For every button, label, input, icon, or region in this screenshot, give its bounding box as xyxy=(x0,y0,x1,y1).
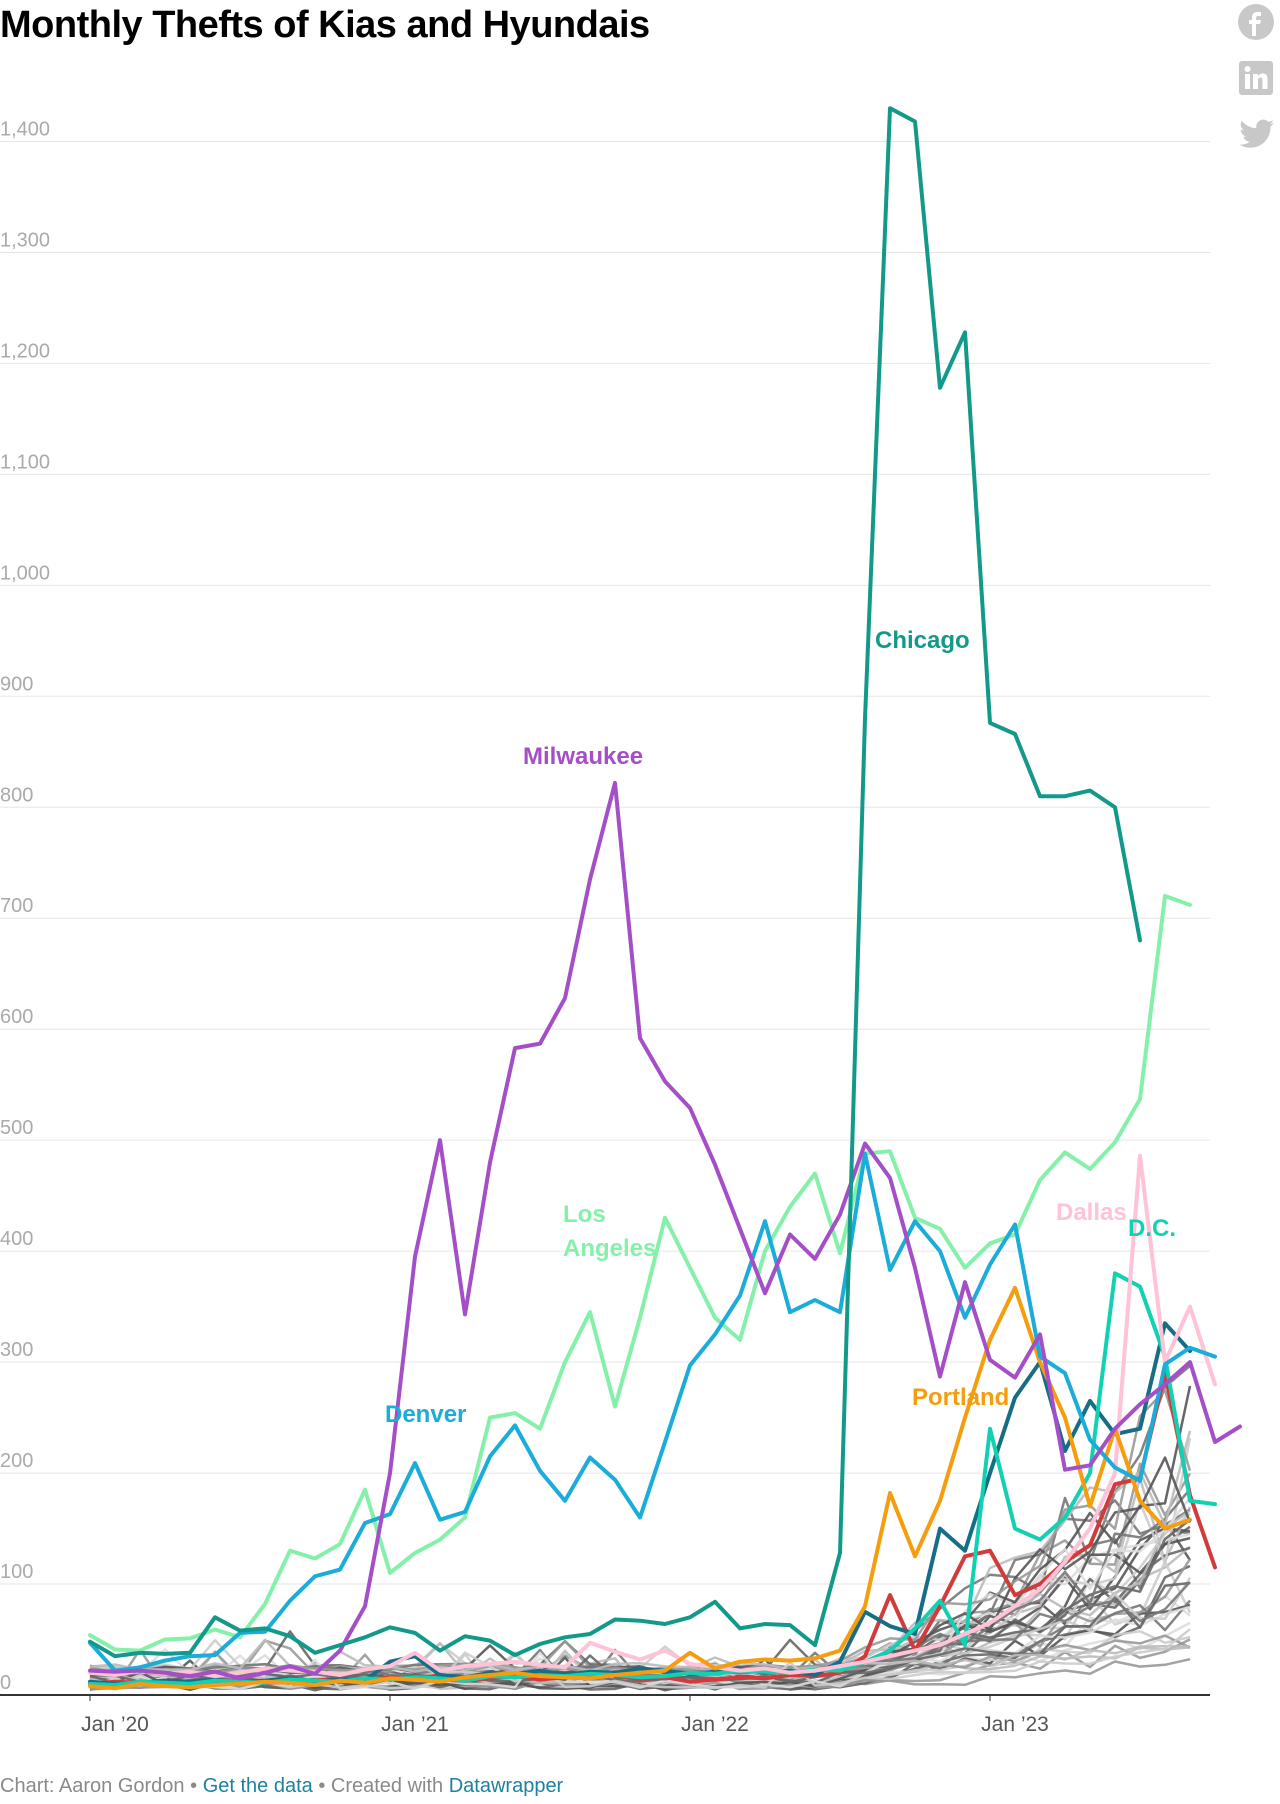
series-label: Portland xyxy=(912,1384,1009,1411)
facebook-icon xyxy=(1238,4,1274,40)
series-line-denver xyxy=(88,1151,1217,1673)
linkedin-share-button[interactable] xyxy=(1236,58,1276,98)
series-label: Los xyxy=(563,1201,606,1228)
y-tick-label: 1,100 xyxy=(0,451,50,473)
series-line-portland xyxy=(88,1285,1192,1691)
created-with-text: • Created with xyxy=(312,1775,449,1797)
grey-city-line xyxy=(89,1462,1192,1678)
credit-text: Chart: Aaron Gordon xyxy=(0,1775,185,1797)
x-tick-label: Jan ’23 xyxy=(981,1713,1049,1736)
twitter-share-button[interactable] xyxy=(1236,114,1276,154)
series-label: Dallas xyxy=(1056,1199,1127,1226)
chart-footer: Chart: Aaron Gordon • Get the data • Cre… xyxy=(0,1775,563,1798)
y-tick-label: 0 xyxy=(0,1672,11,1694)
gridlines xyxy=(0,140,1210,1696)
series-label: Denver xyxy=(385,1401,466,1428)
y-tick-label: 1,400 xyxy=(0,118,50,140)
grey-city-line xyxy=(89,1638,1191,1674)
chart-title: Monthly Thefts of Kias and Hyundais xyxy=(0,4,650,46)
series-line-milwaukee xyxy=(88,780,1242,1681)
grey-city-line xyxy=(89,1430,1192,1676)
twitter-icon xyxy=(1239,119,1274,148)
series-label: Milwaukee xyxy=(523,743,643,770)
x-tick-label: Jan ’21 xyxy=(381,1713,449,1736)
series-label: Angeles xyxy=(563,1235,656,1262)
y-tick-label: 1,200 xyxy=(0,340,50,362)
y-tick-label: 1,000 xyxy=(0,562,50,584)
grey-city-line xyxy=(89,1385,1192,1691)
y-tick-label: 100 xyxy=(0,1561,33,1583)
y-axis: 0 100 200 300 400 500 600 700 800 900 1,000 1,100 1,… xyxy=(0,118,50,1694)
series-labels: Chicago Milwaukee Los Angeles Denver Portland… xyxy=(385,627,1176,1428)
series-label: Chicago xyxy=(875,627,970,654)
grey-city-line xyxy=(89,1456,1192,1675)
x-tick-label: Jan ’22 xyxy=(681,1713,749,1736)
separator: • xyxy=(184,1775,203,1797)
x-axis: Jan ’20 Jan ’21 Jan ’22 Jan ’23 xyxy=(81,1695,1049,1736)
series-label: D.C. xyxy=(1128,1215,1176,1242)
datawrapper-link[interactable]: Datawrapper xyxy=(448,1775,564,1797)
linkedin-icon xyxy=(1239,61,1273,95)
highlighted-city-lines xyxy=(88,106,1242,1691)
y-tick-label: 400 xyxy=(0,1228,33,1250)
x-tick-label: Jan ’20 xyxy=(81,1713,149,1736)
y-tick-label: 300 xyxy=(0,1339,33,1361)
series-line-chicago xyxy=(88,106,1142,1659)
y-tick-label: 200 xyxy=(0,1450,33,1472)
get-data-link[interactable]: Get the data xyxy=(202,1775,313,1797)
y-tick-label: 900 xyxy=(0,673,33,695)
y-tick-label: 700 xyxy=(0,895,33,917)
other-cities-lines xyxy=(89,1364,1192,1692)
y-tick-label: 800 xyxy=(0,784,33,806)
facebook-share-button[interactable] xyxy=(1236,2,1276,42)
y-tick-label: 1,300 xyxy=(0,229,50,251)
y-tick-label: 600 xyxy=(0,1006,33,1028)
y-tick-label: 500 xyxy=(0,1117,33,1139)
